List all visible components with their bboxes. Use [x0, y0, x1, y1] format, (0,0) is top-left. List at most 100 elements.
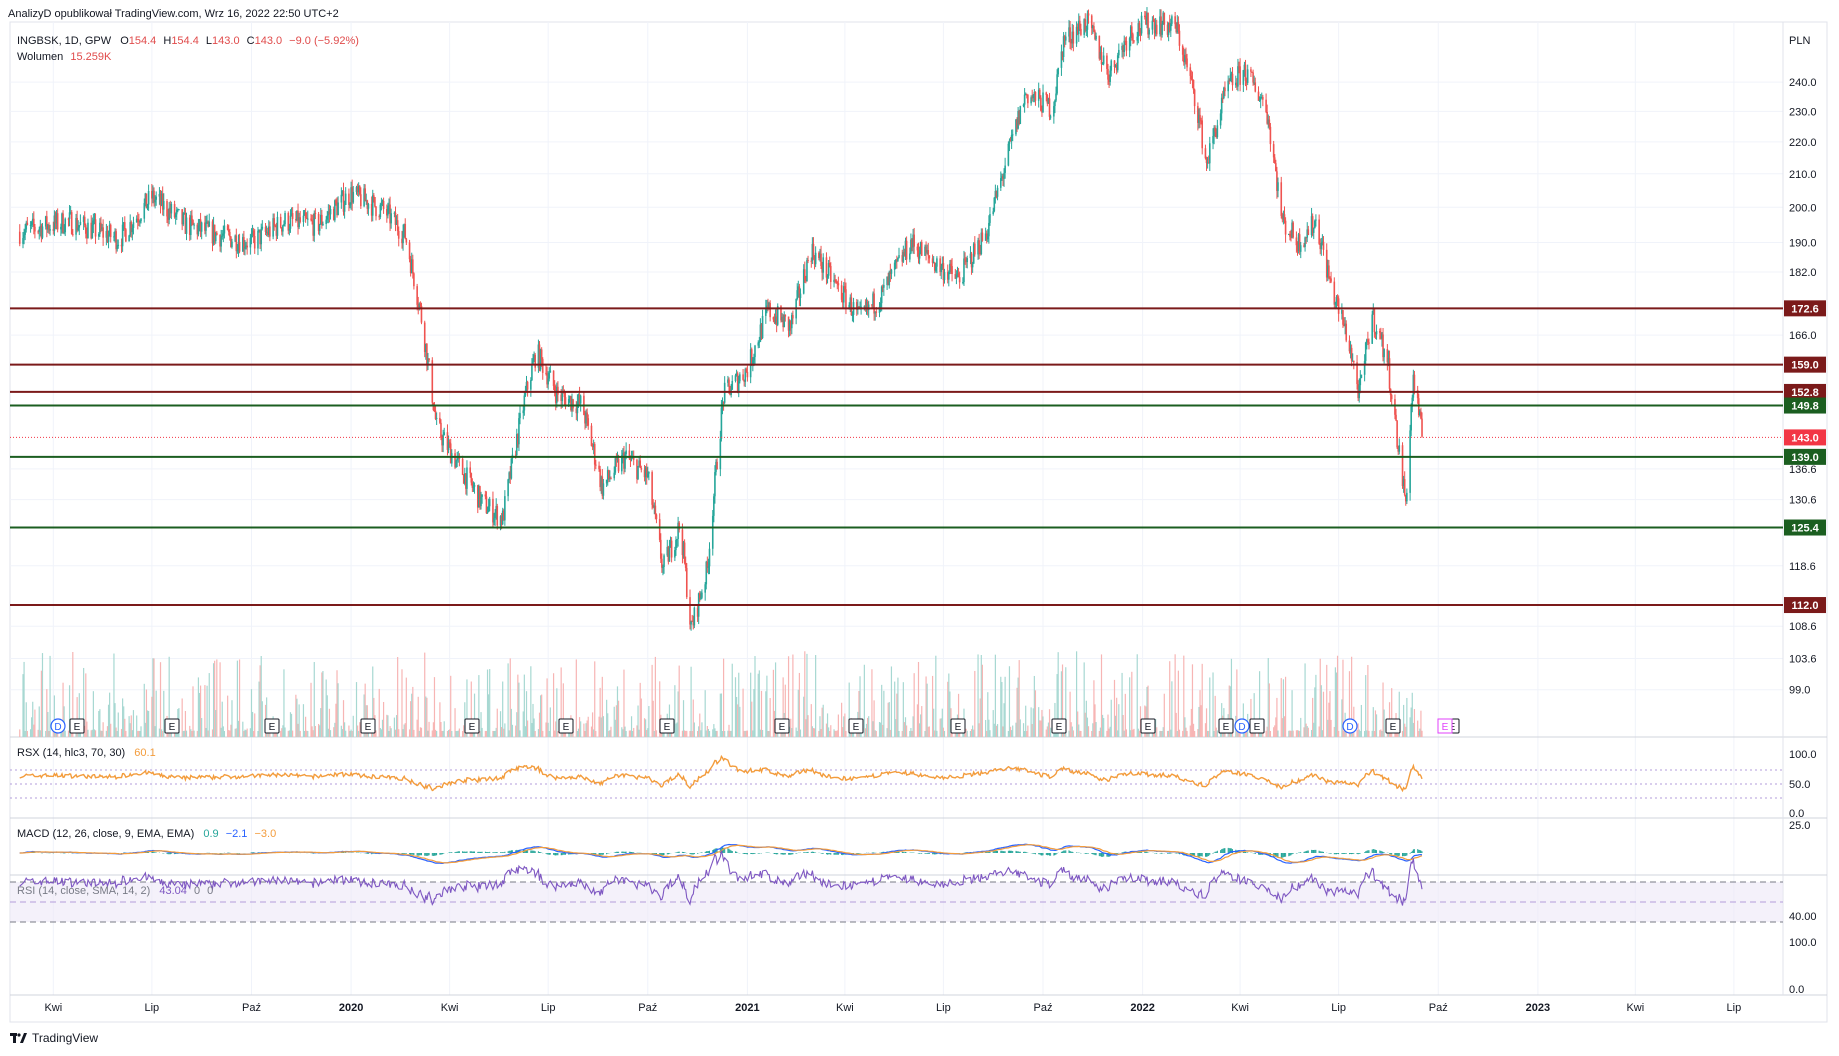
candle-body [1252, 72, 1254, 83]
volume-bar [936, 730, 938, 737]
candle-body [67, 218, 70, 220]
volume-bar [555, 721, 557, 737]
candle-body [1363, 360, 1366, 375]
candle-body [1182, 54, 1185, 63]
volume-bar [245, 730, 247, 737]
volume-bar [1168, 730, 1170, 737]
earnings-event-icon[interactable] [164, 718, 180, 734]
dividend-event-icon[interactable] [1234, 718, 1250, 734]
volume-bar [1094, 704, 1096, 737]
candle-body [48, 225, 50, 231]
candle-body [948, 271, 950, 280]
volume-bar [1047, 722, 1050, 737]
volume-bar [804, 651, 806, 737]
volume-bar [314, 725, 316, 737]
volume-bar [64, 730, 66, 737]
earnings-event-icon[interactable] [848, 718, 864, 734]
candle-body [117, 244, 120, 246]
volume-bar [1410, 707, 1412, 737]
candle-body [34, 226, 36, 232]
candle-body [638, 460, 640, 466]
volume-bar [965, 728, 967, 737]
earnings-event-icon[interactable] [1249, 718, 1265, 734]
earnings-event-icon[interactable] [659, 718, 675, 734]
candle-body [666, 546, 669, 556]
volume-bar [1004, 676, 1006, 737]
volume-bar [1103, 718, 1105, 737]
rsx-panel [10, 754, 1783, 799]
candle-body [442, 435, 444, 446]
dividend-event-icon[interactable] [50, 718, 66, 734]
candle-body [1090, 15, 1093, 29]
volume-bar [425, 696, 427, 737]
earnings-event-icon[interactable] [69, 718, 85, 734]
earnings-event-icon[interactable] [1385, 718, 1401, 734]
volume-bar [1300, 717, 1302, 737]
volume-bar [659, 681, 661, 737]
candle-body [1108, 79, 1110, 82]
candle-body [692, 621, 695, 626]
volume-bar [1405, 726, 1407, 737]
earnings-events[interactable]: DEEEEEEEEEEEEEDEDEEE [50, 718, 1460, 734]
candle-body [515, 434, 518, 456]
earnings-event-icon[interactable] [950, 718, 966, 734]
candle-body [367, 203, 370, 209]
volume-bar [393, 717, 396, 737]
price-axis-label: 166.0 [1789, 330, 1817, 342]
candle-body [570, 396, 572, 411]
volume-bar [675, 723, 677, 737]
volume-bar [1003, 703, 1005, 737]
earnings-event-icon[interactable] [1051, 718, 1067, 734]
candle-body [1227, 80, 1229, 92]
earnings-event-icon[interactable] [1218, 718, 1234, 734]
candle-body [1151, 20, 1154, 30]
volume-bar [501, 727, 503, 737]
candle-body [1421, 418, 1423, 437]
earnings-event-icon[interactable] [1140, 718, 1156, 734]
candle-body [472, 486, 475, 488]
price-axis-label: 108.6 [1789, 621, 1817, 633]
earnings-event-icon[interactable] [360, 718, 376, 734]
candle-body [1024, 94, 1027, 96]
earnings-event-icon[interactable] [264, 718, 280, 734]
volume-bar [1406, 697, 1408, 737]
volume-bar [242, 721, 244, 737]
candle-body [872, 293, 874, 306]
candle-body [548, 372, 551, 379]
volume-bar [296, 698, 298, 737]
volume-bar [867, 717, 869, 737]
price-axis[interactable]: 240.0230.0220.0210.0200.0190.0182.0166.0… [1789, 77, 1817, 697]
candle-body [749, 349, 752, 378]
earnings-event-icon[interactable] [774, 718, 790, 734]
volume-bar [1333, 726, 1335, 737]
volume-bar [1380, 729, 1382, 737]
candle-body [1212, 136, 1214, 144]
candle-body [29, 224, 32, 226]
volume-bar [1147, 685, 1149, 737]
volume-bar [151, 696, 153, 737]
volume-bar [509, 658, 511, 737]
candle-body [223, 225, 226, 234]
volume-bar [545, 722, 547, 737]
volume-bar [1118, 704, 1120, 737]
future-earnings-icon[interactable] [1437, 718, 1453, 734]
tradingview-logo[interactable]: TradingView [10, 1031, 98, 1045]
volume-bar [652, 700, 654, 737]
volume-bar [917, 661, 920, 737]
candle-body [1216, 125, 1219, 138]
earnings-event-icon[interactable] [558, 718, 574, 734]
candle-body [545, 372, 547, 374]
volume-bar [864, 728, 867, 737]
time-axis[interactable]: Kwi Lip Paź 2020 Kwi Lip Paź 2021 Kwi Lip Paź 2022 K… [44, 1002, 1741, 1014]
candle-body [327, 211, 330, 216]
time-axis-label: Kwi [1231, 1002, 1249, 1014]
candle-body [1359, 377, 1362, 386]
candle-body [731, 380, 734, 390]
volume-bar [206, 685, 208, 737]
dividend-event-icon[interactable] [1342, 718, 1358, 734]
volume-bar [1318, 726, 1320, 737]
volume-bar [841, 702, 843, 737]
volume-bar [797, 689, 799, 737]
earnings-event-icon[interactable] [464, 718, 480, 734]
